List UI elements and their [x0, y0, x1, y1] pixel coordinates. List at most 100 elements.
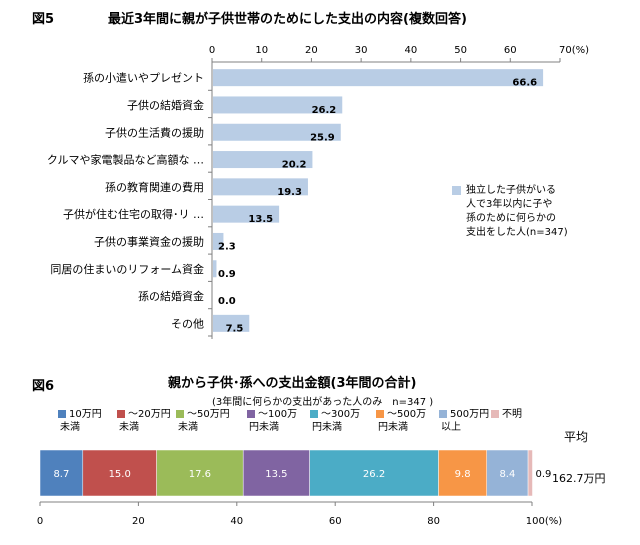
figure5-legend-line-3: 孫のために何らかの: [466, 213, 556, 224]
figure6-legend-label: ～20万円: [128, 409, 171, 420]
average-label: 平均: [564, 430, 589, 444]
figure5-bar: [213, 260, 217, 278]
figure6-legend-item: 不明: [491, 408, 555, 444]
figure6-x-tick-label: 80: [427, 516, 440, 527]
figure6-legend-swatch: [247, 410, 255, 418]
figure6-legend-item: ～20万円 未満: [117, 408, 181, 444]
figure6-legend-label: ～50万円: [187, 409, 230, 420]
figure5-value-label: 20.2: [282, 160, 307, 171]
figure6-segment: [438, 449, 487, 497]
figure6-label: 図6: [32, 379, 55, 394]
figure6-segment-label: 8.4: [499, 469, 515, 480]
figure6-segment: [39, 449, 84, 497]
figure5-category-label: 孫の小遣いやプレゼント: [83, 71, 204, 85]
figure6-legend-swatch: [58, 410, 66, 418]
figure6-segment-label: 9.8: [455, 469, 471, 480]
figure5-bar: [213, 178, 308, 196]
figure6-legend-swatch: [439, 410, 447, 418]
figure5-category-label: クルマや家電製品など高額な …: [47, 153, 204, 167]
figure5-bar: [213, 69, 544, 87]
figure5-x-tick-label: 20: [305, 45, 318, 56]
figure6-segment: [527, 449, 533, 497]
figure6-x-tick-label: 100(%): [526, 516, 562, 527]
figure6-legend-label: 不明: [502, 409, 522, 420]
figure6-legend-swatch: [117, 410, 125, 418]
figure6-legend-label: 以上: [441, 422, 461, 433]
figure5-bar: [213, 314, 250, 332]
figure5-label: 図5: [32, 12, 55, 27]
figure6-legend-item: ～500万 円未満: [376, 408, 440, 444]
figure5-category-label: 孫の教育関連の費用: [105, 180, 204, 194]
figure5-legend: 独立した子供がいる 人で3年以内に子や 孫のために何らかの 支出をした人(n=3…: [452, 184, 582, 248]
figure6-title: 親から子供･孫への支出金額(3年間の合計): [168, 376, 417, 391]
figure6-legend-label: 円未満: [249, 422, 279, 433]
figure6-x-tick-label: 20: [132, 516, 145, 527]
figure5-x-tick-label: 0: [209, 45, 215, 56]
figure6-segment: [309, 449, 439, 497]
figure6-legend-label: ～300万: [321, 409, 361, 420]
figure5-x-tick-label: 30: [355, 45, 368, 56]
figure5-bar-chart: 0 10 20 30 40 50 60 70(%) 孫の小遣いやプレゼント子供の結婚資金子供の…: [47, 45, 589, 339]
figure5-bar: [213, 96, 343, 114]
figure6-legend-swatch: [176, 410, 184, 418]
figure5-value-label: 19.3: [277, 187, 302, 198]
figure6-legend-swatch: [376, 410, 384, 418]
figure5-value-label: 2.3: [218, 241, 236, 252]
average-value: 162.7万円: [552, 472, 606, 485]
figure6-legend-item: ～300万円未満: [310, 408, 374, 444]
figure6-legend-item: ～50万円未満: [176, 408, 240, 444]
figure5-category-label: その他: [171, 317, 204, 330]
figure5-value-label: 0.0: [218, 296, 236, 307]
figure5-legend-line-4: 支出をした人(n=347): [466, 227, 568, 238]
figure6-legend-item: 10万円未満: [58, 408, 122, 444]
figure6-legend-label: 500万円: [450, 409, 490, 420]
figure5-x-tick-label: 70(%): [559, 45, 589, 56]
figure5-x-tick-label: 10: [255, 45, 268, 56]
figure6-segment: [82, 449, 157, 497]
figure5-category-label: 同居の住まいのリフォーム資金: [50, 262, 204, 276]
figure5-bar: [213, 205, 280, 223]
figure5-value-label: 13.5: [248, 214, 273, 225]
figure5-category-label: 子供の結婚資金: [127, 98, 204, 112]
figure6-x-tick-label: 40: [230, 516, 243, 527]
figure5-x-tick-label: 50: [454, 45, 467, 56]
figure6-segment: [156, 449, 244, 497]
figure6-legend-swatch: [310, 410, 318, 418]
figure6-legend-item: 500万円以上: [439, 408, 503, 444]
figure5-x-tick-label: 40: [404, 45, 417, 56]
figure5-value-label: 0.9: [218, 269, 236, 280]
figure6-legend: 10万円 未満 ～20万円 未満 ～50万円 未満 ～100万 円未満 ～300万 円未満 ～500…: [0, 408, 640, 444]
figure5-value-label: 66.6: [512, 78, 537, 89]
figure6-segment: [486, 449, 529, 497]
figure5-title: 最近3年間に親が子供世帯のためにした支出の内容(複数回答): [108, 12, 467, 27]
figure5-legend-line-2: 人で3年以内に子や: [466, 199, 553, 210]
figure5-x-tick-label: 60: [504, 45, 517, 56]
figure6-x-tick-label: 0: [37, 516, 43, 527]
figure5-legend-line-1: 独立した子供がいる: [466, 185, 556, 196]
figure6-segment-label: 15.0: [109, 469, 131, 480]
figure5-category-label: 子供の事業資金の援助: [94, 234, 204, 248]
figure5-value-label: 26.2: [312, 105, 337, 116]
figure6-segment-label: 13.5: [265, 469, 287, 480]
figure6-legend-item: ～100万円未満: [247, 408, 311, 444]
figure6-legend-label: ～100万: [258, 409, 298, 420]
figure5-category-label: 子供の生活費の援助: [105, 125, 204, 139]
figure6-segment-label: 8.7: [53, 469, 69, 480]
figure5-category-label: 孫の結婚資金: [138, 289, 204, 303]
figure5-legend-swatch: [452, 186, 461, 195]
figure6-legend-label: 円未満: [312, 422, 342, 433]
figure6-legend-label: 未満: [178, 422, 198, 433]
figure5-bar: [213, 123, 341, 141]
figure6-legend-swatch: [491, 410, 499, 418]
figure6-segment-label: 17.6: [189, 469, 211, 480]
figure5-bar: [213, 232, 224, 250]
figure6-segment: [242, 449, 310, 497]
figure5-value-label: 7.5: [226, 323, 244, 334]
figure6-segment-label: 26.2: [363, 469, 385, 480]
figure6-legend-label: ～500万: [387, 409, 427, 420]
figure5-bar: [213, 151, 313, 169]
figure6-legend-label: 10万円: [69, 409, 102, 420]
figure6-legend-label: 未満: [60, 422, 80, 433]
figure6-subtitle: (3年間に何らかの支出があった人のみ n=347 ): [212, 397, 434, 408]
figure5-value-label: 25.9: [310, 132, 335, 143]
